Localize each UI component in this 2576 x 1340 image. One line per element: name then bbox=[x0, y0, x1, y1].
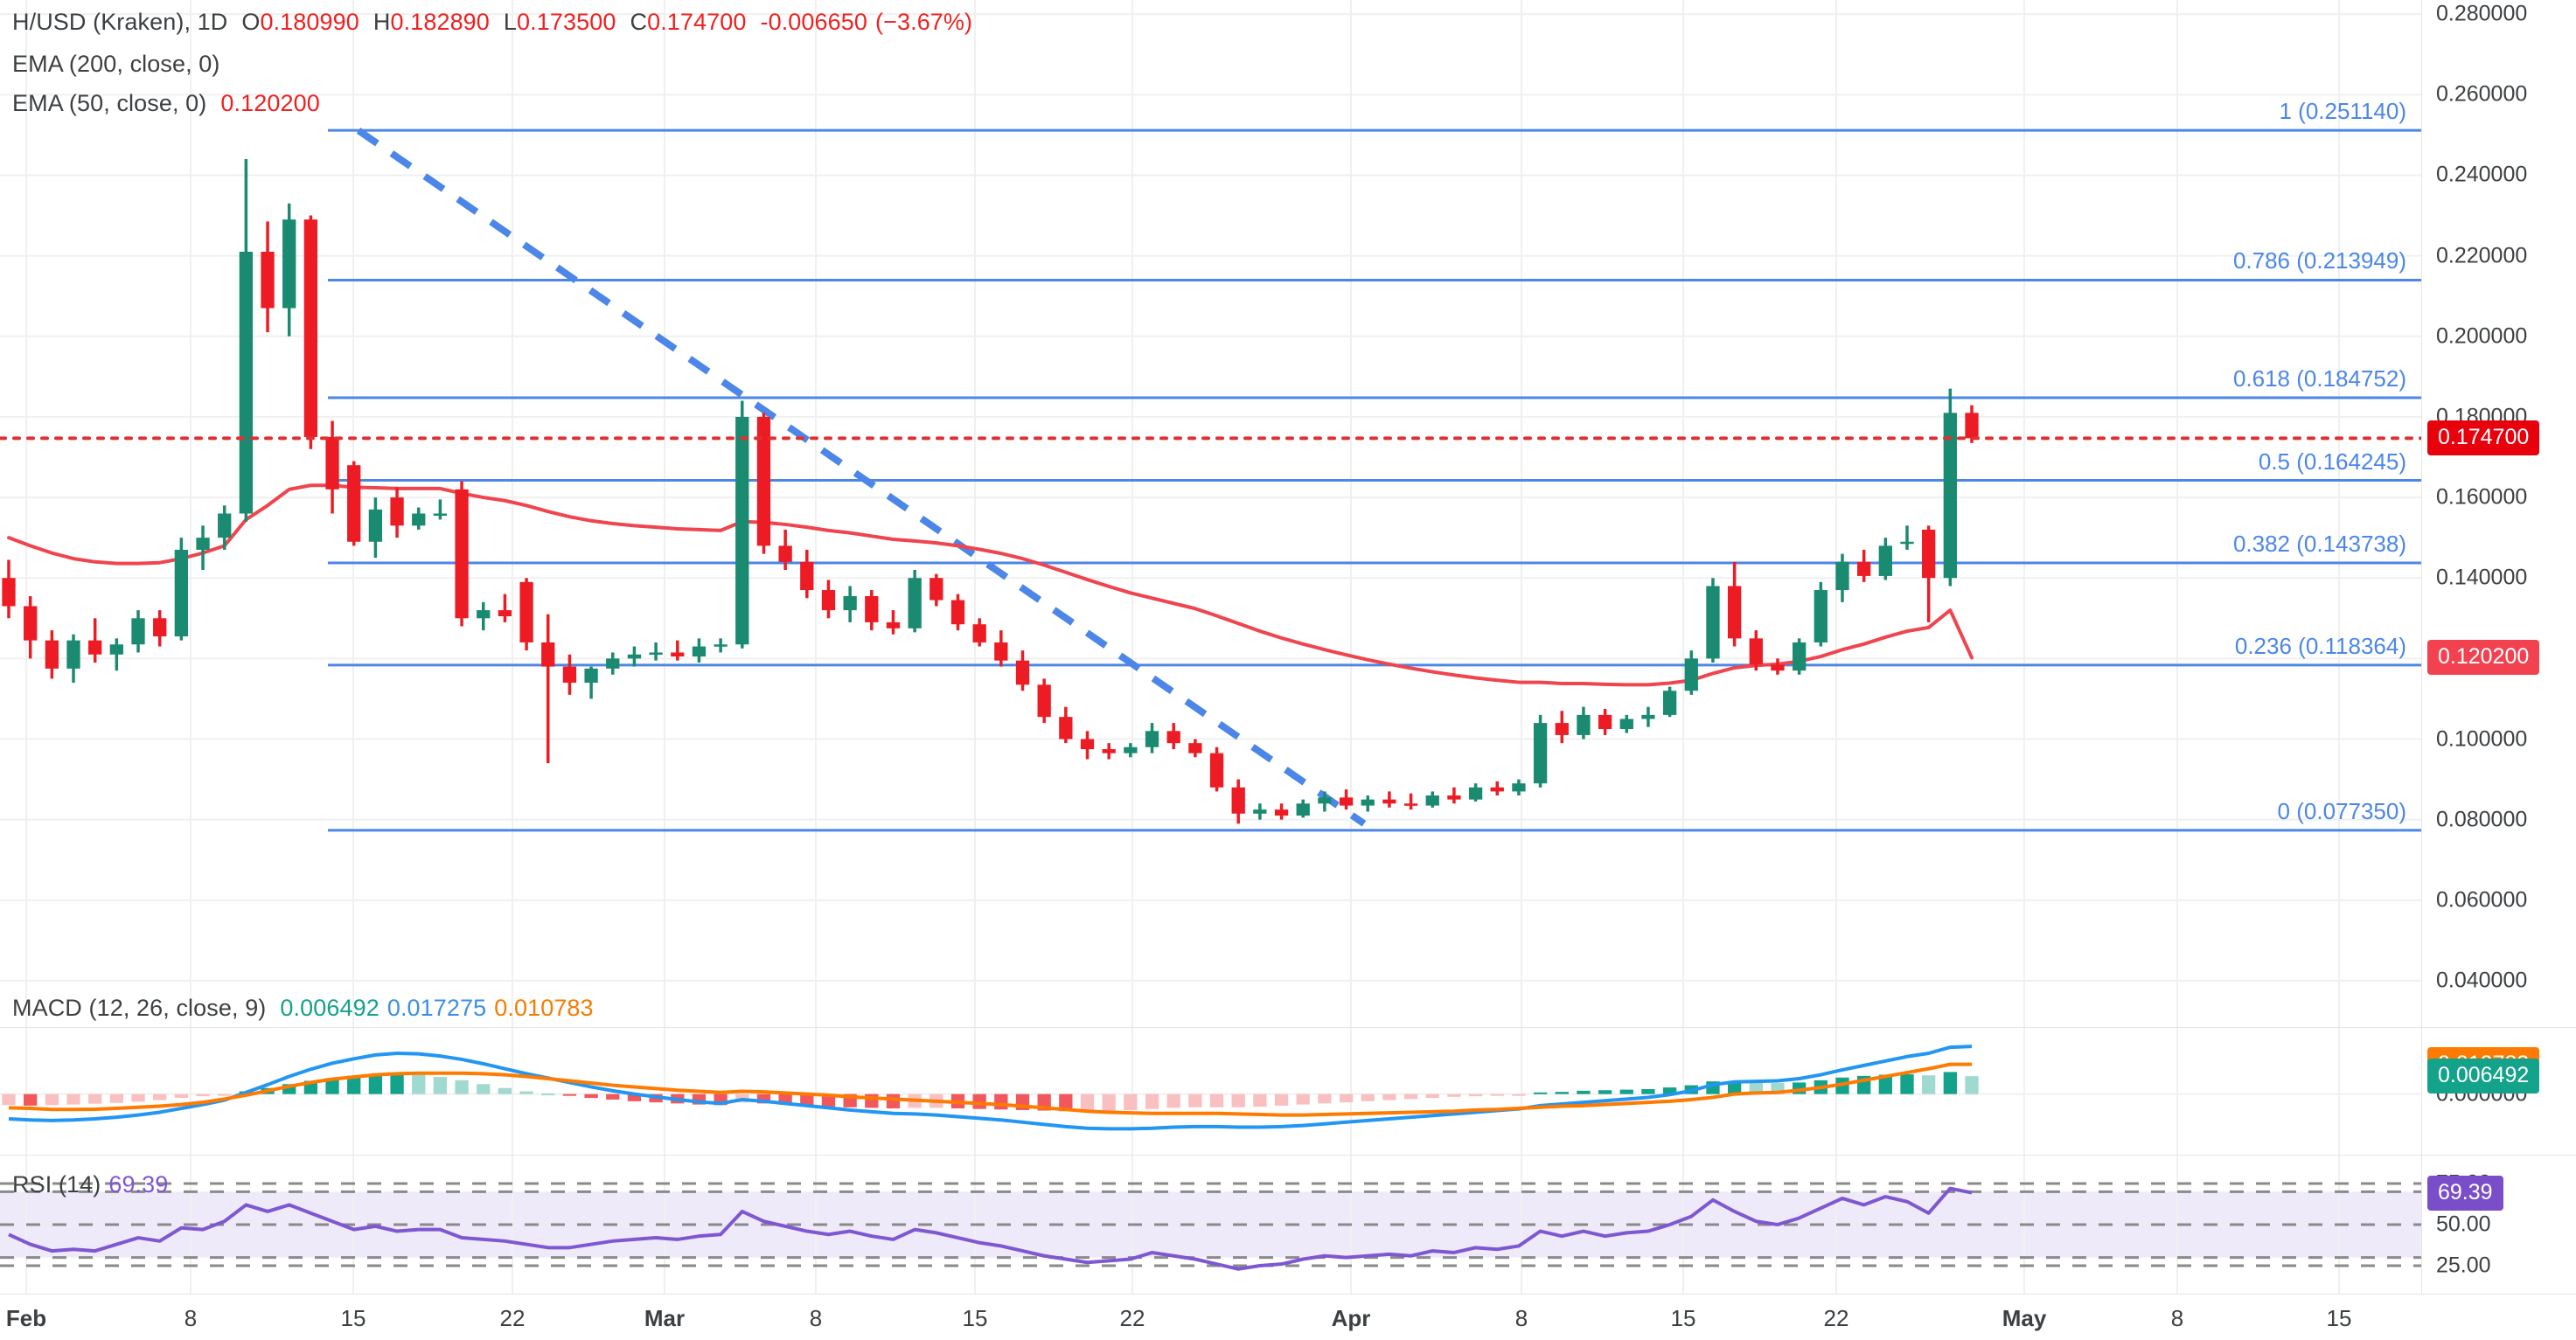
macd-plot bbox=[0, 1028, 2422, 1155]
time-tick: 15 bbox=[2326, 1305, 2352, 1331]
fib-level-label-0-236[interactable]: 0.236 (0.118364) bbox=[2234, 632, 2406, 659]
ema50-value: 0.120200 bbox=[220, 90, 320, 116]
price-tick: 0.220000 bbox=[2436, 243, 2528, 268]
rsi-plot bbox=[0, 1156, 2422, 1294]
price-tick: 0.280000 bbox=[2436, 1, 2528, 26]
time-tick: 8 bbox=[2170, 1305, 2184, 1331]
ohlc-l-key: L bbox=[503, 9, 518, 35]
time-tick: 15 bbox=[340, 1305, 366, 1331]
fib-level-label-0-382[interactable]: 0.382 (0.143738) bbox=[2232, 531, 2406, 557]
price-change-percent: (−3.67%) bbox=[875, 9, 973, 35]
macd-hist-value: 0.006492 bbox=[280, 995, 379, 1021]
symbol-label: H/USD (Kraken), 1D bbox=[12, 9, 228, 35]
rsi-tick: 50.00 bbox=[2436, 1212, 2491, 1237]
rsi-label: RSI (14) bbox=[12, 1171, 101, 1198]
time-tick: 15 bbox=[1670, 1305, 1696, 1331]
ema50-badge[interactable]: 0.120200 bbox=[2427, 640, 2540, 676]
rsi-legend[interactable]: RSI (14) 69.39 bbox=[12, 1171, 168, 1198]
ohlc-o-value: 0.180990 bbox=[260, 9, 359, 35]
macd-pane[interactable]: MACD (12, 26, close, 9) 0.006492 0.017275 0… bbox=[0, 995, 2576, 1155]
ohlc-c-value: 0.174700 bbox=[647, 9, 747, 35]
macd-signal-value: 0.010783 bbox=[494, 995, 594, 1021]
price-plot bbox=[0, 0, 2422, 1027]
ema50-legend[interactable]: EMA (50, close, 0) 0.120200 bbox=[12, 90, 320, 117]
time-axis[interactable]: Feb 8 15 22 Mar 8 15 22 Apr 8 15 22 May 8 15 bbox=[0, 1294, 2576, 1340]
pane-divider-macd bbox=[0, 1027, 2576, 1028]
price-tick: 0.200000 bbox=[2436, 323, 2528, 349]
time-tick: 8 bbox=[809, 1305, 823, 1331]
time-tick: Feb bbox=[5, 1305, 47, 1331]
price-tick: 0.060000 bbox=[2436, 887, 2528, 913]
time-tick: May bbox=[2002, 1305, 2047, 1331]
time-tick: 22 bbox=[499, 1305, 526, 1331]
rsi-value-badge[interactable]: 69.39 bbox=[2427, 1175, 2503, 1211]
price-tick: 0.100000 bbox=[2436, 726, 2528, 752]
fib-level-label-0-786[interactable]: 0.786 (0.213949) bbox=[2232, 247, 2406, 274]
ema200-label: EMA (200, close, 0) bbox=[12, 51, 220, 77]
ema50-label: EMA (50, close, 0) bbox=[12, 90, 207, 116]
price-chart-pane[interactable]: H/USD (Kraken), 1D O0.180990 H0.182890 L0.1… bbox=[0, 0, 2576, 1027]
time-tick: 22 bbox=[1119, 1305, 1145, 1331]
macd-hist-badge[interactable]: 0.006492 bbox=[2427, 1059, 2540, 1094]
rsi-tick: 25.00 bbox=[2436, 1253, 2491, 1278]
price-tick: 0.140000 bbox=[2436, 565, 2528, 590]
rsi-value: 69.39 bbox=[108, 1171, 169, 1198]
time-tick: 22 bbox=[1823, 1305, 1849, 1331]
ema200-legend[interactable]: EMA (200, close, 0) bbox=[12, 51, 220, 78]
price-change: -0.006650 bbox=[760, 9, 868, 35]
price-tick: 0.240000 bbox=[2436, 162, 2528, 187]
price-tick: 0.080000 bbox=[2436, 807, 2528, 832]
time-tick: 8 bbox=[1514, 1305, 1528, 1331]
ohlc-c-key: C bbox=[630, 9, 648, 35]
pane-divider-rsi bbox=[0, 1155, 2576, 1156]
macd-line-value: 0.017275 bbox=[386, 995, 487, 1021]
macd-label: MACD (12, 26, close, 9) bbox=[12, 995, 267, 1021]
price-tick: 0.040000 bbox=[2436, 968, 2528, 993]
ohlc-h-key: H bbox=[372, 9, 391, 35]
last-price-badge[interactable]: 0.174700 bbox=[2427, 420, 2540, 456]
time-tick: Mar bbox=[644, 1305, 686, 1331]
ohlc-l-value: 0.173500 bbox=[517, 9, 616, 35]
ohlc-o-key: O bbox=[241, 9, 261, 35]
price-tick: 0.160000 bbox=[2436, 484, 2528, 510]
fib-level-label-0-618[interactable]: 0.618 (0.184752) bbox=[2232, 365, 2406, 392]
macd-legend[interactable]: MACD (12, 26, close, 9) 0.006492 0.017275 0… bbox=[12, 995, 594, 1022]
fib-level-label-0-5[interactable]: 0.5 (0.164245) bbox=[2258, 448, 2406, 475]
fib-level-label-1[interactable]: 1 (0.251140) bbox=[2279, 98, 2406, 125]
fib-level-label-0[interactable]: 0 (0.077350) bbox=[2277, 797, 2406, 824]
time-tick: Apr bbox=[1331, 1305, 1371, 1331]
price-scale[interactable]: 0.280000 0.260000 0.240000 0.220000 0.200000… bbox=[2421, 0, 2576, 1027]
ohlc-h-value: 0.182890 bbox=[390, 9, 490, 35]
time-tick: 15 bbox=[962, 1305, 988, 1331]
time-tick: 8 bbox=[184, 1305, 198, 1331]
price-tick: 0.260000 bbox=[2436, 81, 2528, 107]
symbol-ohlc-legend: H/USD (Kraken), 1D O0.180990 H0.182890 L0.1… bbox=[12, 9, 972, 36]
